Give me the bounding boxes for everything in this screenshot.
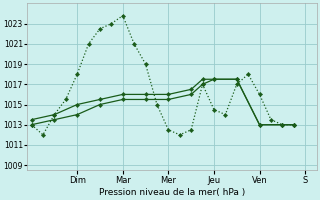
X-axis label: Pression niveau de la mer( hPa ): Pression niveau de la mer( hPa ): [99, 188, 245, 197]
